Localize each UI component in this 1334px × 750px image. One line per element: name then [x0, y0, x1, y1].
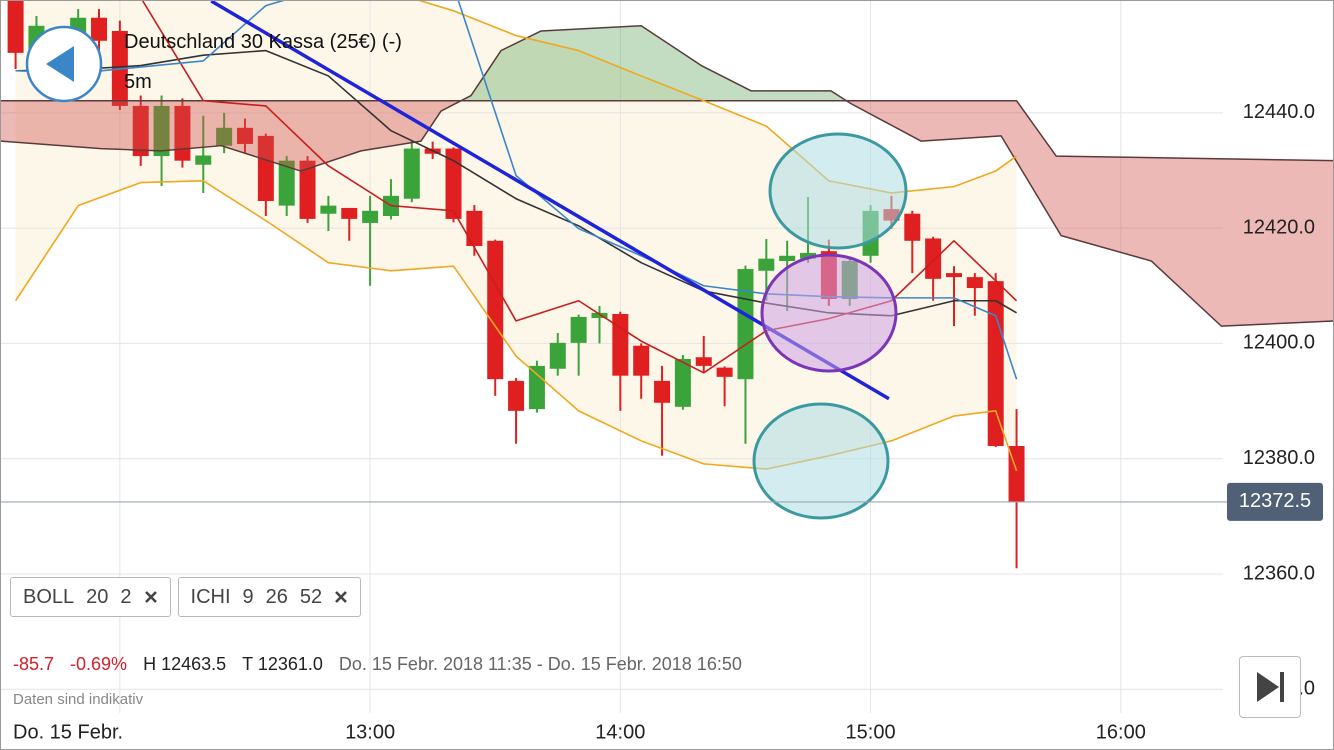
cloud-fill	[1, 100, 461, 172]
indicator-name: BOLL	[23, 585, 75, 608]
low: T 12361.0	[242, 654, 323, 674]
change-pct: -0.69%	[70, 654, 128, 674]
x-tick-label: 16:00	[1096, 721, 1146, 743]
candle-body	[591, 312, 608, 319]
remove-icon[interactable]	[144, 590, 158, 604]
candle-body	[925, 238, 942, 279]
candle-body	[737, 269, 754, 380]
highlight-ellipse	[760, 253, 898, 373]
candle-body	[528, 365, 545, 410]
x-tick-label: Do. 15 Febr.	[13, 721, 123, 743]
change: -85.7	[13, 654, 55, 674]
candle-body	[195, 155, 212, 165]
indicator-param: 2	[120, 585, 132, 608]
indicator-chip[interactable]: BOLL 20 2	[10, 577, 171, 617]
annotations	[752, 132, 908, 520]
kijun-line	[15, 1, 1018, 380]
remove-icon[interactable]	[334, 590, 348, 604]
candle-body	[445, 148, 462, 219]
candle-body	[174, 105, 191, 161]
candle-body	[132, 105, 149, 157]
candle-body	[362, 210, 379, 223]
candle-body	[800, 252, 817, 259]
back-icon[interactable]	[46, 46, 74, 82]
instrument-title: Deutschland 30 Kassa (25€) (-)	[124, 31, 402, 53]
candle-body	[466, 210, 483, 246]
y-tick-label: 12400.0	[1243, 332, 1315, 354]
candle-body	[487, 240, 504, 380]
jump-to-end-button[interactable]	[1239, 656, 1301, 718]
x-tick-label: 14:00	[595, 721, 645, 743]
candle-body	[549, 342, 566, 369]
candle-body	[403, 148, 420, 199]
candle-body	[341, 207, 358, 219]
candle-body	[966, 277, 983, 289]
bollinger-middle	[15, 49, 1017, 317]
candle-body	[695, 357, 712, 366]
interval: 5m	[124, 71, 152, 93]
jump-icon[interactable]	[1240, 657, 1300, 717]
indicator-param: 52	[299, 585, 323, 608]
last-price-box	[1227, 482, 1323, 521]
cloud-fill	[461, 25, 846, 101]
last-price-label: 12372.5	[1239, 490, 1311, 512]
candle-body	[716, 367, 733, 377]
candle-body	[758, 258, 775, 271]
y-tick-label: 12360.0	[1243, 562, 1315, 584]
y-tick-label: 12440.0	[1243, 101, 1315, 123]
disclaimer: Daten sind indikativ	[13, 691, 144, 708]
candle-body	[278, 160, 295, 206]
candle-body	[674, 358, 691, 407]
y-tick-label: 12380.0	[1243, 447, 1315, 469]
time-range: Do. 15 Febr. 2018 11:35 - Do. 15 Febr. 2…	[338, 654, 742, 674]
indicator-param: 26	[265, 585, 288, 608]
indicator-chips: BOLL 20 2 ICHI 9 26 52	[10, 577, 362, 617]
candle-body	[257, 135, 274, 202]
back-button[interactable]	[25, 25, 103, 103]
cloud-fill	[846, 100, 1333, 327]
candle-body	[153, 105, 170, 157]
x-tick-label: 15:00	[846, 721, 896, 743]
candle-body	[299, 160, 316, 219]
candle-body	[633, 345, 650, 376]
indicator-chip[interactable]: ICHI 9 26 52	[177, 577, 362, 617]
bollinger-lower	[14, 180, 1018, 472]
indicator-param: 9	[242, 585, 254, 608]
candle-body	[508, 380, 525, 411]
candle-body	[945, 273, 962, 278]
candle-body	[7, 1, 24, 53]
candle-body	[779, 255, 796, 261]
high: H 12463.5	[143, 654, 227, 674]
indicator-param: 20	[86, 585, 109, 608]
candle-body	[320, 205, 337, 214]
highlight-ellipse	[768, 132, 908, 250]
highlight-ellipse	[752, 402, 890, 520]
indicator-name: ICHI	[190, 585, 231, 608]
candle-body	[91, 17, 108, 41]
candle-body	[236, 127, 253, 144]
x-tick-label: 13:00	[345, 721, 395, 743]
candle-body	[904, 213, 921, 241]
candle-body	[987, 281, 1004, 447]
cloud-span-a	[1, 25, 1333, 327]
y-tick-label: 12420.0	[1243, 216, 1315, 238]
candle-body	[570, 316, 587, 343]
candle-body	[654, 380, 671, 403]
stats-row: -85.7 -0.69% H 12463.5 T 12361.0 Do. 15 …	[13, 654, 742, 675]
cloud-span-b	[1, 99, 1333, 162]
bollinger-band-fill	[15, 1, 1017, 471]
candle-body	[216, 127, 233, 146]
